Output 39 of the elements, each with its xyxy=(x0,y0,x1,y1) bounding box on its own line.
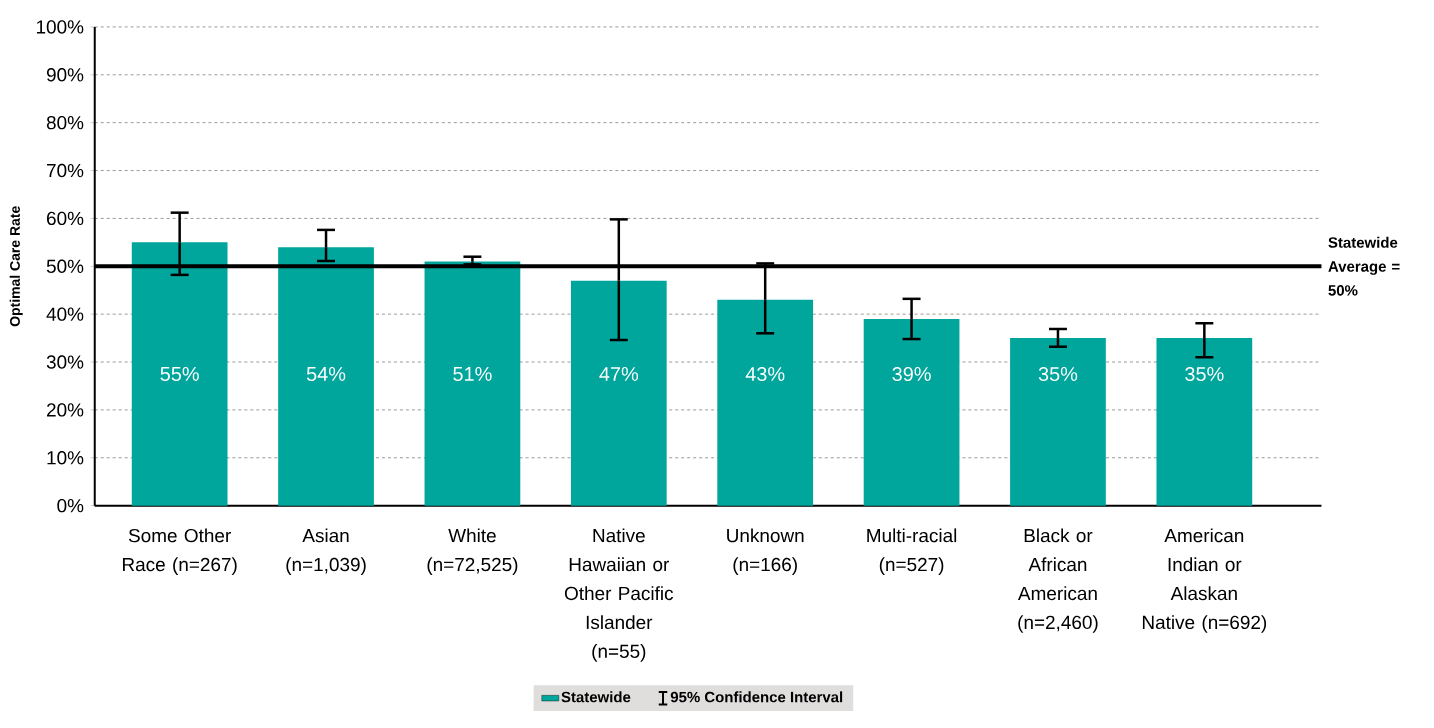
bar xyxy=(1156,338,1253,506)
bar xyxy=(424,261,521,506)
bar xyxy=(717,299,814,506)
data-label: 35% xyxy=(1185,366,1224,382)
bar xyxy=(1010,338,1106,506)
x-tick-label: American Indian or Alaskan Native (n=692) xyxy=(1142,528,1267,633)
y-tick-label: 40% xyxy=(46,307,84,321)
y-tick-label: 50% xyxy=(46,259,84,273)
bar xyxy=(278,247,374,506)
x-tick-label: Asian (n=1,039) xyxy=(286,528,366,575)
y-axis-title: Optimal Care Rate xyxy=(9,206,23,327)
y-tick-label: 10% xyxy=(47,451,84,465)
y-tick-label: 70% xyxy=(47,163,84,178)
x-tick-label: White (n=72,525) xyxy=(427,528,518,575)
y-tick-label: 80% xyxy=(46,115,84,130)
data-label: 51% xyxy=(453,366,492,381)
bar xyxy=(570,280,667,506)
data-label: 47% xyxy=(599,367,639,381)
x-tick-label: Native Hawaiian or Other Pacific Islander (n=55) xyxy=(564,528,674,662)
x-tick-label: Black or African American (n=2,460) xyxy=(1017,528,1098,633)
y-tick-label: 100% xyxy=(36,20,84,34)
ref-line-label: Statewide Average = 50% xyxy=(1328,236,1400,296)
y-tick-label: 90% xyxy=(46,68,84,82)
x-tick-label: Unknown (n=166) xyxy=(727,528,804,575)
y-tick-label: 20% xyxy=(47,403,84,417)
text: 95% Confidence Interval xyxy=(670,691,843,703)
x-tick-label: Multi-racial (n=527) xyxy=(867,528,957,575)
bar xyxy=(863,318,960,506)
data-label: 35% xyxy=(1038,366,1078,382)
y-tick-label: 60% xyxy=(47,211,84,226)
bar xyxy=(131,242,228,506)
data-label: 43% xyxy=(745,366,785,382)
data-label: 39% xyxy=(892,366,931,382)
y-tick-label: 0% xyxy=(57,498,84,513)
y-tick-label: 30% xyxy=(46,355,84,369)
x-tick-label: Some Other Race (n=267) xyxy=(123,528,237,575)
data-label: 55% xyxy=(160,366,199,381)
legend-label: Statewide xyxy=(561,691,631,703)
data-label: 54% xyxy=(306,366,346,381)
